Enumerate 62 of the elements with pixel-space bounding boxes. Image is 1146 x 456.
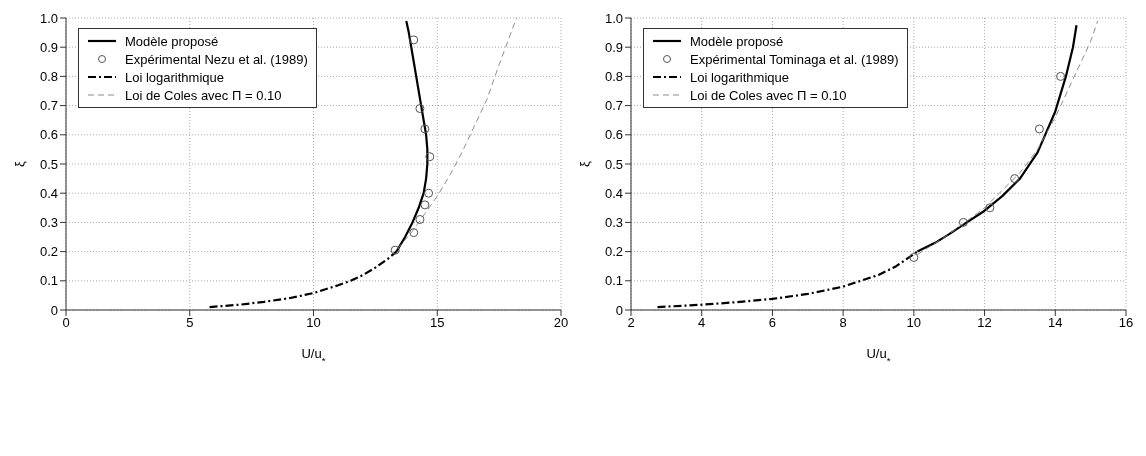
- x-tick-label: 10: [306, 315, 321, 331]
- point: [1056, 71, 1066, 81]
- y-tick-label: 0.9: [39, 39, 58, 55]
- x-axis-title: U/u$_{*}$: [866, 346, 891, 366]
- y-tick-label: 0.6: [39, 127, 58, 143]
- legend-label: Expérimental Tominaga et al. (1989): [690, 51, 899, 67]
- legend-label: Loi logarithmique: [690, 69, 790, 85]
- legend-label: Loi de Coles avec Π = 0.10: [690, 87, 847, 103]
- y-tick-label: 0.8: [39, 69, 58, 85]
- y-tick-label: 0: [615, 302, 623, 318]
- y-tick-label: 0.3: [39, 215, 58, 231]
- y-tick-label: 0.5: [39, 156, 58, 172]
- y-axis-title: ξ: [577, 160, 592, 167]
- x-tick-label: 0: [62, 315, 70, 331]
- y-axis-title: ξ: [12, 160, 27, 167]
- y-tick-label: 0.7: [604, 98, 623, 114]
- y-tick-label: 1.0: [39, 10, 58, 26]
- y-tick-label: 0.2: [604, 244, 623, 260]
- point: [409, 35, 419, 45]
- point: [958, 217, 968, 227]
- y-tick-label: 0.4: [604, 185, 623, 201]
- y-tick-label: 0.1: [604, 273, 623, 289]
- point: [415, 214, 425, 224]
- point: [415, 104, 425, 114]
- y-tick-label: 0.6: [604, 127, 623, 143]
- point: [1010, 174, 1020, 184]
- legend-label: Loi de Coles avec Π = 0.10: [125, 87, 282, 103]
- y-tick-label: 0.3: [604, 215, 623, 231]
- x-tick-label: 8: [839, 315, 847, 331]
- y-tick-label: 0.8: [604, 69, 623, 85]
- point: [420, 124, 430, 134]
- x-tick-label: 12: [977, 315, 992, 331]
- x-tick-label: 15: [430, 315, 445, 331]
- point: [425, 152, 435, 162]
- y-tick-label: 1.0: [604, 10, 623, 26]
- x-tick-label: 10: [906, 315, 922, 331]
- y-tick-label: 0.9: [604, 39, 623, 55]
- y-tick-label: 0.7: [39, 98, 58, 114]
- legend-label: Modèle proposé: [125, 33, 219, 49]
- x-tick-label: 5: [186, 315, 194, 331]
- x-tick-label: 16: [1118, 315, 1134, 331]
- y-tick-label: 0.5: [604, 156, 623, 172]
- y-tick-label: 0.1: [39, 273, 58, 289]
- x-tick-label: 2: [627, 315, 635, 331]
- legend-label: Modèle proposé: [690, 33, 784, 49]
- x-axis-title: U/u$_{*}$: [301, 346, 326, 366]
- x-tick-label: 6: [768, 315, 777, 331]
- point: [409, 228, 419, 238]
- y-tick-label: 0.4: [39, 185, 58, 201]
- point: [424, 188, 434, 198]
- legend-label: Loi logarithmique: [125, 69, 225, 85]
- point: [390, 245, 400, 255]
- point: [420, 200, 430, 210]
- x-tick-label: 20: [553, 315, 569, 331]
- point: [985, 203, 995, 213]
- legend-label: Expérimental Nezu et al. (1989): [125, 51, 308, 67]
- x-tick-label: 4: [698, 315, 706, 331]
- y-tick-label: 0: [50, 302, 58, 318]
- point: [1034, 124, 1044, 134]
- point: [909, 252, 919, 262]
- y-tick-label: 0.2: [39, 244, 58, 260]
- x-tick-label: 14: [1048, 315, 1063, 331]
